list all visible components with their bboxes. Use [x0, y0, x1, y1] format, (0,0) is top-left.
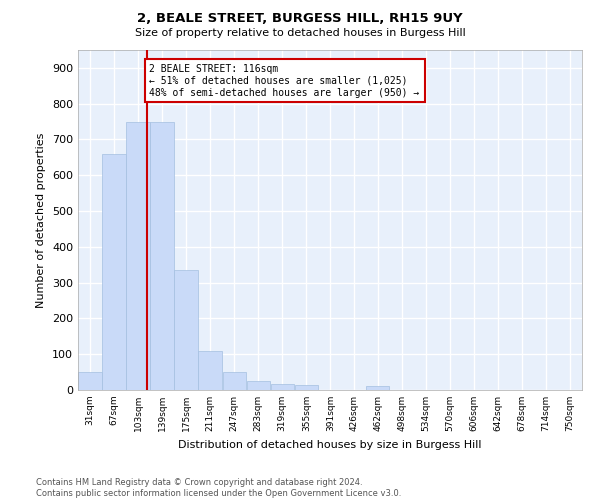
Bar [295, 385, 318, 390]
Text: 2, BEALE STREET, BURGESS HILL, RH15 9UY: 2, BEALE STREET, BURGESS HILL, RH15 9UY [137, 12, 463, 26]
Y-axis label: Number of detached properties: Number of detached properties [37, 132, 46, 308]
Bar [223, 372, 246, 390]
Bar [103, 154, 126, 390]
Bar [151, 122, 174, 390]
Bar [79, 372, 101, 390]
Bar [199, 350, 222, 390]
Text: Contains HM Land Registry data © Crown copyright and database right 2024.
Contai: Contains HM Land Registry data © Crown c… [36, 478, 401, 498]
Bar [175, 270, 198, 390]
Bar [271, 384, 294, 390]
Text: Size of property relative to detached houses in Burgess Hill: Size of property relative to detached ho… [134, 28, 466, 38]
Text: 2 BEALE STREET: 116sqm
← 51% of detached houses are smaller (1,025)
48% of semi-: 2 BEALE STREET: 116sqm ← 51% of detached… [149, 64, 419, 98]
Bar [366, 386, 389, 390]
Bar [247, 381, 270, 390]
Bar [127, 122, 150, 390]
X-axis label: Distribution of detached houses by size in Burgess Hill: Distribution of detached houses by size … [178, 440, 482, 450]
